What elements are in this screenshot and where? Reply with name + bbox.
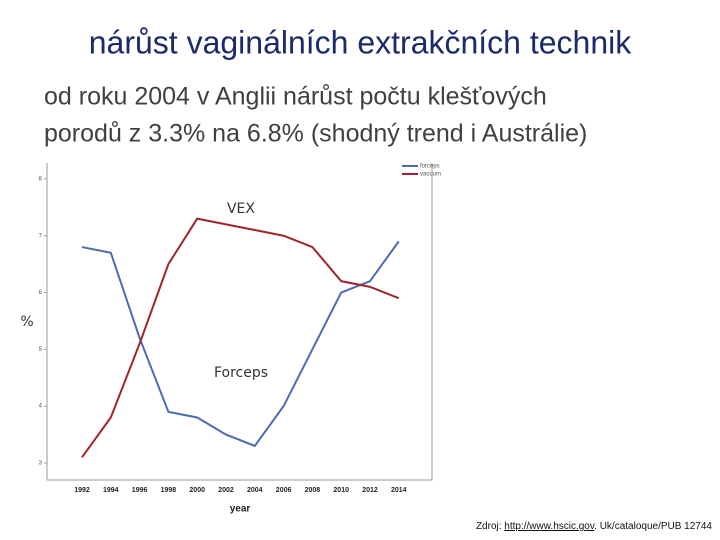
legend-label: forceps <box>420 164 440 170</box>
y-tick-label: 4 <box>39 404 43 410</box>
slide-title: nárůst vaginálních extrakčních technik <box>89 24 633 60</box>
x-tick-label: 2000 <box>189 487 205 494</box>
source-link: http://www.hscic.gov <box>504 521 595 532</box>
x-tick-label: 1996 <box>132 487 148 494</box>
plot-frame <box>46 163 433 481</box>
y-tick-label: 5 <box>39 347 43 353</box>
x-tick-label: 1998 <box>161 487 177 494</box>
y-tick-label: 8 <box>39 176 43 182</box>
x-tick-label: 2010 <box>333 487 349 494</box>
annotation: VEX <box>227 201 255 217</box>
source-prefix: Zdroj: <box>476 521 504 532</box>
series-line <box>81 240 400 448</box>
x-tick-label: 2004 <box>247 487 263 494</box>
x-tick-label: 2012 <box>362 487 378 494</box>
subtitle-line: od roku 2004 v Anglii nárůst počtu klešť… <box>44 83 547 111</box>
x-axis-label: year <box>230 504 251 515</box>
subtitle-line: porodů z 3.3% na 6.8% (shodný trend i Au… <box>44 120 587 148</box>
y-tick-label: 7 <box>39 233 43 239</box>
x-tick-label: 2002 <box>218 487 234 494</box>
series-line <box>81 217 400 458</box>
x-tick-label: 2006 <box>276 487 292 494</box>
plot <box>46 163 433 481</box>
legend-label: vacuum <box>420 172 441 178</box>
y-tick-label: 6 <box>39 290 43 296</box>
source-rest: . Uk/cataloque/PUB 12744 <box>594 521 712 532</box>
y-tick-label: 3 <box>39 461 43 467</box>
x-tick-label: 1992 <box>74 487 90 494</box>
annotation: Forceps <box>214 365 268 381</box>
x-tick-label: 2008 <box>305 487 321 494</box>
x-tick-label: 2014 <box>391 487 407 494</box>
x-tick-label: 1994 <box>103 487 119 494</box>
y-axis-label: % <box>20 314 33 330</box>
source: Zdroj: http://www.hscic.gov. Uk/cataloqu… <box>476 521 712 532</box>
